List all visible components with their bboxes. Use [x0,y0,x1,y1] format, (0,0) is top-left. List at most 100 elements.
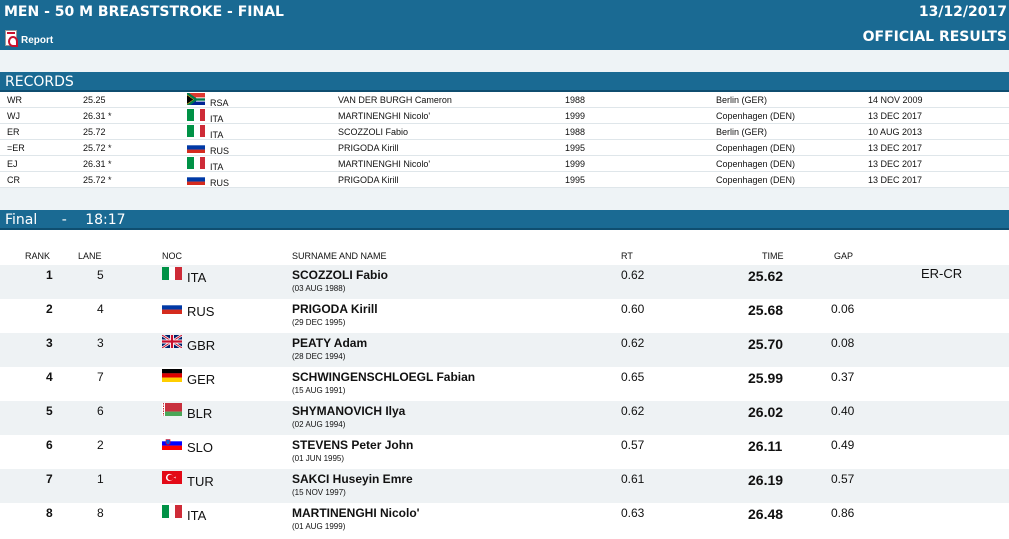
record-date: 13 DEC 2017 [868,159,923,169]
report-link[interactable]: Report [5,28,54,47]
athlete-dob: (03 AUG 1988) [292,284,346,293]
swim-time: 25.99 [748,370,784,386]
record-type: WJ [7,111,20,121]
time-gap: 0.49 [831,438,855,452]
record-noc: ITA [210,162,224,172]
reaction-time: 0.57 [621,438,645,452]
records-stripe [0,90,1009,92]
lane-value: 3 [97,336,104,350]
result-row: 2 4 RUS PRIGODA Kirill (29 DEC 1995) 0.60 25.6… [0,299,1009,333]
col-name: SURNAME AND NAME [292,251,387,261]
record-noc: RUS [210,178,230,188]
records-section-bar: RECORDS [0,72,1009,92]
lane-value: 5 [97,268,104,282]
record-name: PRIGODA Kirill [338,175,399,185]
lane-value: 6 [97,404,104,418]
record-name: VAN DER BURGH Cameron [338,95,452,105]
record-row: WR 25.25 RSA VAN DER BURGH Cameron 1988 Berli… [0,92,1009,108]
time-gap: 0.06 [831,302,855,316]
athlete-name: PEATY Adam [292,336,368,350]
reaction-time: 0.63 [621,506,645,520]
record-noc: RSA [210,98,229,108]
col-noc: NOC [162,251,182,261]
record-year: 1999 [565,111,586,121]
record-place: Berlin (GER) [716,95,768,105]
record-year: 1999 [565,159,586,169]
flag-icon [162,369,182,382]
col-rt: RT [621,251,633,261]
flag-icon [187,157,205,169]
record-badge: ER-CR [921,266,963,281]
swim-time: 26.02 [748,404,784,420]
time-gap: 0.08 [831,336,855,350]
spacer-band [0,50,1009,72]
athlete-dob: (15 NOV 1997) [292,488,346,497]
record-year: 1995 [565,175,586,185]
record-place: Copenhagen (DEN) [716,111,796,121]
flag-icon [187,141,205,153]
pdf-icon [5,30,18,47]
athlete-name: SAKCI Huseyin Emre [292,472,413,486]
record-place: Copenhagen (DEN) [716,143,796,153]
col-lane: LANE [78,251,102,261]
noc-code: GER [187,372,216,387]
lane-value: 4 [97,302,104,316]
record-type: =ER [7,143,25,153]
reaction-time: 0.62 [621,336,645,350]
record-type: ER [7,127,20,137]
athlete-name: MARTINENGHI Nicolo' [292,506,420,520]
record-date: 10 AUG 2013 [868,127,923,137]
record-row: =ER 25.72 * RUS PRIGODA Kirill 1995 Copenhage… [0,140,1009,156]
record-type: EJ [7,159,18,169]
record-place: Berlin (GER) [716,127,768,137]
result-row: 4 7 GER SCHWINGENSCHLOEGL Fabian (15 AUG 199… [0,367,1009,401]
record-noc: ITA [210,130,224,140]
athlete-name: PRIGODA Kirill [292,302,378,316]
official-results-label: OFFICIAL RESULTS [862,29,1007,45]
results-header: MEN - 50 M BREASTSTROKE - FINAL 13/12/20… [0,0,1009,50]
time-gap: 0.40 [831,404,855,418]
record-year: 1988 [565,95,586,105]
athlete-dob: (02 AUG 1994) [292,420,346,429]
record-year: 1995 [565,143,586,153]
swim-time: 25.62 [748,268,784,284]
record-name: PRIGODA Kirill [338,143,399,153]
record-row: EJ 26.31 * ITA MARTINENGHI Nicolo' 1999 Copen… [0,156,1009,172]
athlete-dob: (15 AUG 1991) [292,386,346,395]
final-time: 18:17 [85,212,126,228]
result-row: 1 5 ITA SCOZZOLI Fabio (03 AUG 1988) 0.62 25.6… [0,265,1009,299]
flag-icon [187,173,205,185]
record-name: MARTINENGHI Nicolo' [338,111,431,121]
results-column-headers: RANK LANE NOC SURNAME AND NAME RT TIME G… [0,251,1009,265]
rank-value: 3 [46,336,53,350]
athlete-name: SCHWINGENSCHLOEGL Fabian [292,370,476,384]
lane-value: 2 [97,438,104,452]
flag-icon [187,125,205,137]
flag-icon [162,335,182,348]
record-name: MARTINENGHI Nicolo' [338,159,431,169]
record-year: 1988 [565,127,586,137]
time-gap: 0.37 [831,370,855,384]
record-time: 26.31 * [83,159,112,169]
result-row: 8 8 ITA MARTINENGHI Nicolo' (01 AUG 1999) 0.6… [0,503,1009,537]
rank-value: 8 [46,506,53,520]
flag-icon [162,471,182,484]
athlete-dob: (01 JUN 1995) [292,454,345,463]
record-row: CR 25.72 * RUS PRIGODA Kirill 1995 Copenhagen… [0,172,1009,188]
record-time: 25.25 [83,95,106,105]
rank-value: 2 [46,302,53,316]
athlete-name: STEVENS Peter John [292,438,414,452]
record-date: 13 DEC 2017 [868,143,923,153]
swim-time: 26.11 [748,438,783,454]
record-place: Copenhagen (DEN) [716,175,796,185]
record-time: 25.72 [83,127,106,137]
athlete-dob: (29 DEC 1995) [292,318,346,327]
swim-time: 26.48 [748,506,784,522]
report-label: Report [21,35,54,46]
flag-icon [162,403,182,416]
noc-code: ITA [187,508,207,523]
result-row: 7 1 TUR SAKCI Huseyin Emre (15 NOV 1997) 0.61… [0,469,1009,503]
records-title: RECORDS [5,74,74,90]
record-row: ER 25.72 ITA SCOZZOLI Fabio 1988 Berlin (GER)… [0,124,1009,140]
reaction-time: 0.62 [621,268,645,282]
